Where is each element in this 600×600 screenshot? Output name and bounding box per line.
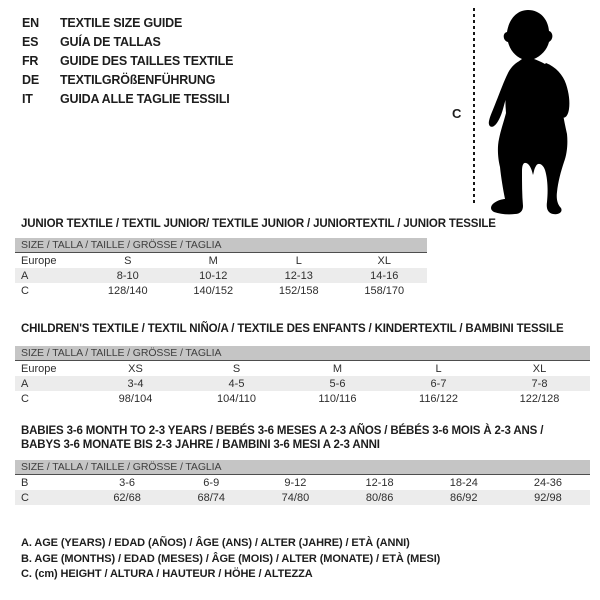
row-cell: 140/152 [193,284,234,297]
row-cell: 128/140 [107,284,148,297]
language-label: GUIDA ALLE TAGLIE TESSILI [60,91,230,106]
size-table-children: SIZE / TALLA / TAILLE / GRÖSSE / TAGLIA E… [15,346,590,406]
row-cell: 7-8 [531,377,548,390]
language-label: TEXTILGRÖßENFÜHRUNG [60,72,216,87]
row-cell: 9-12 [284,476,307,489]
row-cell: XS [128,362,143,375]
table-row: A 8-10 10-12 12-13 14-16 [15,268,427,283]
language-label: TEXTILE SIZE GUIDE [60,15,183,30]
row-cell: 5-6 [329,377,346,390]
row-cell: 104/110 [217,392,256,405]
row-cell: L [435,362,442,375]
row-cell: 18-24 [449,476,478,489]
language-row: FR GUIDE DES TAILLES TEXTILE [22,51,233,70]
size-header: SIZE / TALLA / TAILLE / GRÖSSE / TAGLIA [15,460,590,475]
legend-line-c: C. (cm) HEIGHT / ALTURA / HAUTEUR / HÖHE… [21,568,313,580]
table-row: C 128/140 140/152 152/158 158/170 [15,283,427,298]
language-row: DE TEXTILGRÖßENFÜHRUNG [22,70,233,89]
language-code: FR [22,53,39,68]
row-label: A [21,377,29,390]
row-cell: S [232,362,241,375]
row-label: A [21,269,29,282]
row-cell: 110/116 [318,392,357,405]
row-cell: 8-10 [116,269,139,282]
table-row: B 3-6 6-9 9-12 12-18 18-24 24-36 [15,475,590,490]
language-row: ES GUÍA DE TALLAS [22,32,233,51]
row-cell: 4-5 [228,377,245,390]
row-cell: 6-9 [203,476,220,489]
row-cell: 122/128 [519,392,560,405]
language-label: GUIDE DES TAILLES TEXTILE [60,53,234,68]
row-cell: 6-7 [430,377,447,390]
language-list: EN TEXTILE SIZE GUIDE ES GUÍA DE TALLAS … [22,13,233,108]
language-code: EN [22,15,39,30]
row-cell: 152/158 [278,284,319,297]
section-heading-children: CHILDREN'S TEXTILE / TEXTIL NIÑO/A / TEX… [21,323,564,335]
row-cell: 98/104 [118,392,153,405]
row-cell: 86/92 [450,491,478,504]
language-code: IT [22,91,33,106]
row-cell: 3-6 [119,476,136,489]
height-measure-label: C [452,106,462,121]
table-row: C 98/104 104/110 110/116 116/122 122/128 [15,391,590,406]
language-code: DE [22,72,39,87]
row-cell: 80/86 [365,491,394,504]
row-cell: 116/122 [419,392,458,405]
row-cell: M [332,362,343,375]
row-cell: 12-18 [365,476,394,489]
size-header: SIZE / TALLA / TAILLE / GRÖSSE / TAGLIA [15,238,427,253]
section-heading-babies: BABIES 3-6 MONTH TO 2-3 YEARS / BEBÉS 3-… [21,425,544,451]
size-header: SIZE / TALLA / TAILLE / GRÖSSE / TAGLIA [15,346,590,361]
row-label: C [21,284,29,297]
row-cell: XL [532,362,547,375]
row-cell: 14-16 [370,269,399,282]
section-heading-junior: JUNIOR TEXTILE / TEXTIL JUNIOR/ TEXTILE … [21,218,496,230]
row-cell: 74/80 [281,491,310,504]
table-row: A 3-4 4-5 5-6 6-7 7-8 [15,376,590,391]
size-table-babies: SIZE / TALLA / TAILLE / GRÖSSE / TAGLIA B… [15,460,590,505]
table-row: C 62/68 68/74 74/80 80/86 86/92 92/98 [15,490,590,505]
table-row: Europe XS S M L XL [15,361,590,376]
row-cell: 158/170 [364,284,405,297]
row-cell: M [208,254,218,267]
height-measure-dotted-line [473,8,475,206]
row-cell: 92/98 [534,491,562,504]
row-label: Europe [21,254,57,267]
legend-line-b: B. AGE (MONTHS) / EDAD (MESES) / ÂGE (MO… [21,552,441,565]
baby-silhouette-icon [488,10,570,215]
row-label: C [21,392,29,405]
row-cell: 10-12 [199,269,228,282]
row-cell: XL [377,254,391,267]
row-label: B [21,476,29,489]
row-label: Europe [21,362,57,375]
table-row: Europe S M L XL [15,253,427,268]
row-cell: 12-13 [284,269,313,282]
size-table-junior: SIZE / TALLA / TAILLE / GRÖSSE / TAGLIA E… [15,238,427,298]
row-cell: L [295,254,302,267]
legend-line-a: A. AGE (YEARS) / EDAD (AÑOS) / ÂGE (ANS)… [21,537,410,549]
row-cell: 62/68 [113,491,141,504]
row-cell: 68/74 [197,491,226,504]
language-code: ES [22,34,39,49]
language-label: GUÍA DE TALLAS [60,34,161,49]
language-row: EN TEXTILE SIZE GUIDE [22,13,233,32]
row-label: C [21,491,29,504]
language-row: IT GUIDA ALLE TAGLIE TESSILI [22,89,233,108]
row-cell: 3-4 [127,377,144,390]
row-cell: 24-36 [533,476,563,489]
measurement-legend: A. AGE (YEARS) / EDAD (AÑOS) / ÂGE (ANS)… [21,536,440,583]
row-cell: S [124,254,132,267]
